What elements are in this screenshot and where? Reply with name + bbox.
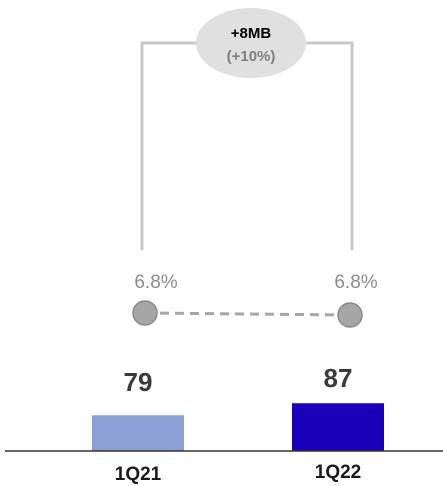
change-annotation-absolute: +8MB	[231, 25, 272, 42]
percentage-label-1Q21: 6.8%	[134, 272, 177, 293]
change-annotation-percent: (+10%)	[227, 48, 276, 65]
category-label-1Q21: 1Q21	[115, 464, 162, 485]
percentage-trend-line	[145, 313, 350, 315]
change-annotation-bubble	[196, 8, 306, 78]
percentage-point-1Q21	[133, 301, 157, 325]
category-label-1Q22: 1Q22	[315, 462, 361, 483]
percentage-label-1Q22: 6.8%	[334, 272, 377, 293]
percentage-point-1Q22	[338, 303, 362, 327]
bar-1Q22	[292, 403, 384, 451]
bar-1Q21	[92, 415, 184, 451]
bar-value-label-1Q21: 79	[124, 367, 153, 397]
bar-value-label-1Q22: 87	[324, 363, 353, 393]
